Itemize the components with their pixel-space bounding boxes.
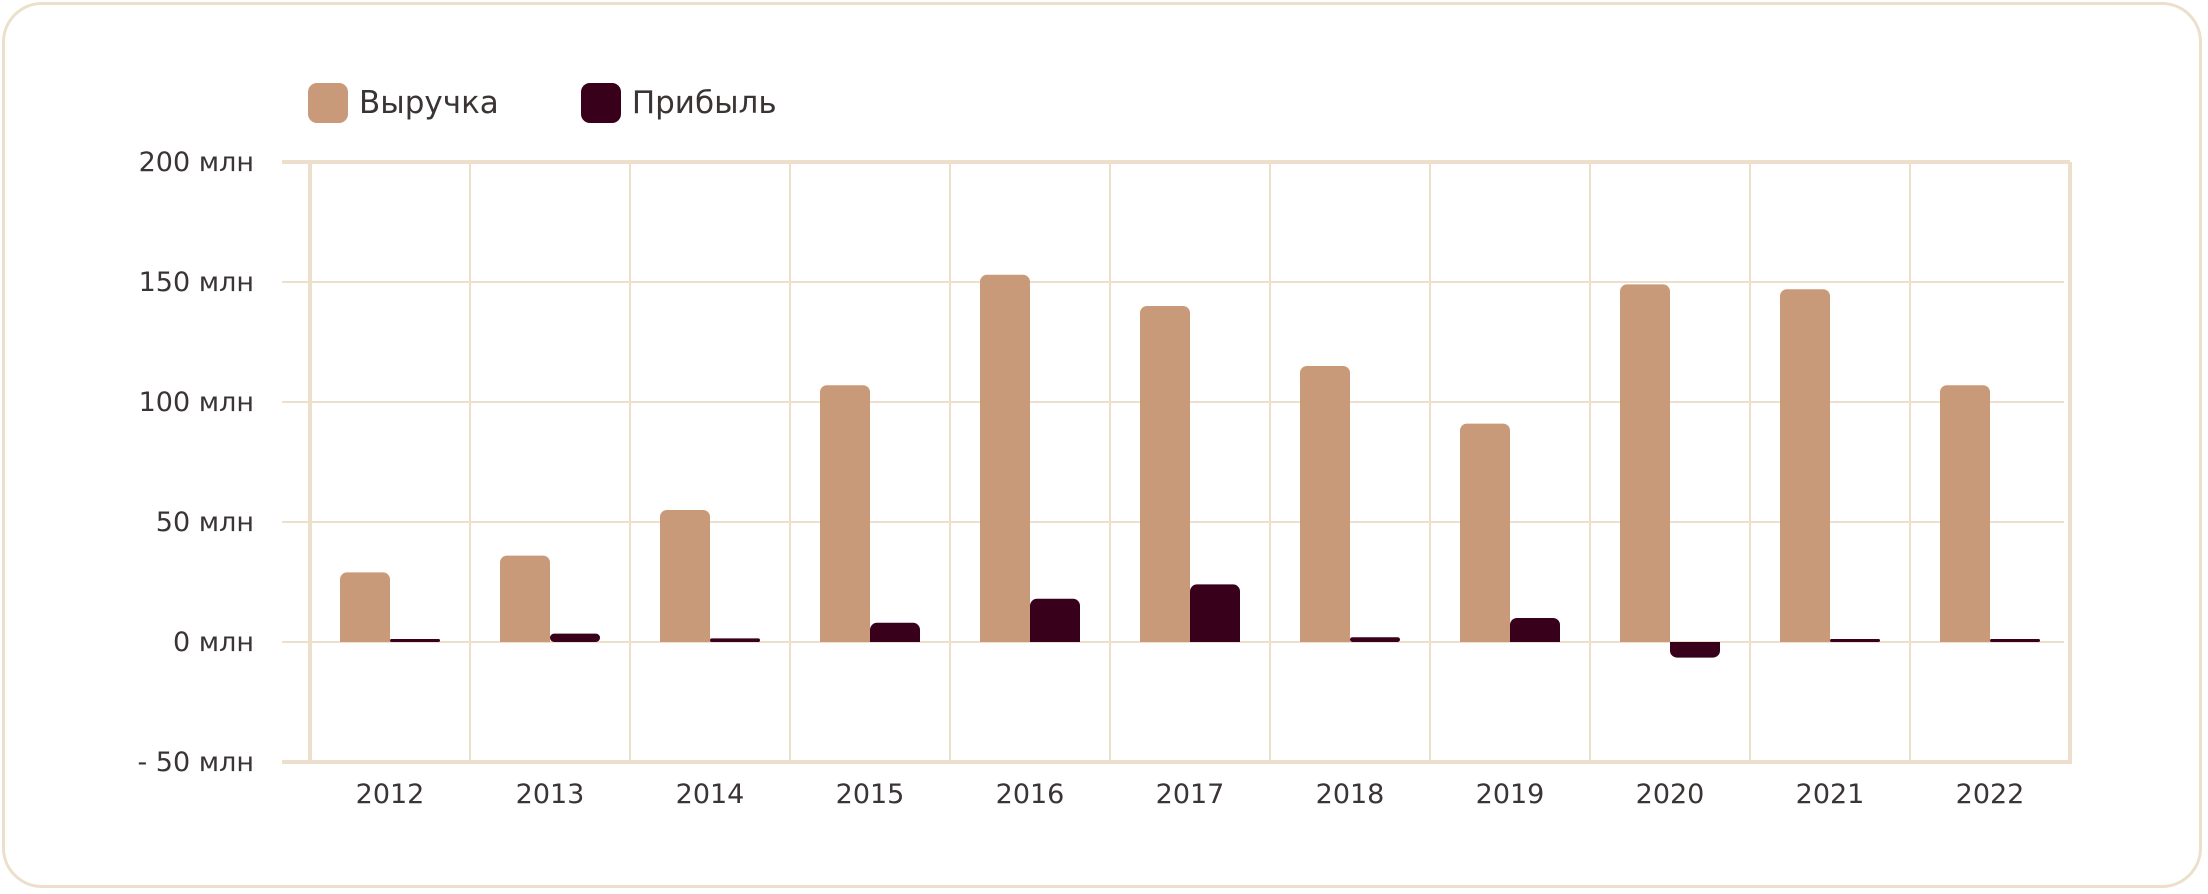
bar-revenue: [1940, 385, 1990, 642]
bar-revenue-base: [980, 635, 1030, 642]
bar-profit: [1350, 637, 1400, 642]
y-tick-label: 100 млн: [139, 387, 254, 418]
x-tick-label: 2018: [1316, 779, 1385, 810]
bar-revenue-base: [1780, 635, 1830, 642]
bar-revenue-base: [1620, 635, 1670, 642]
x-tick-label: 2021: [1796, 779, 1865, 810]
bar-revenue: [1620, 284, 1670, 642]
bar-revenue-base: [660, 635, 710, 642]
x-tick-label: 2013: [516, 779, 585, 810]
bar-revenue: [820, 385, 870, 642]
bar-profit: [1190, 584, 1240, 642]
bar-revenue-base: [820, 635, 870, 642]
x-tick-label: 2016: [996, 779, 1065, 810]
x-tick-label: 2012: [356, 779, 425, 810]
axes: [282, 160, 2072, 764]
bar-profit: [1830, 639, 1880, 642]
bar-revenue-base: [1140, 635, 1190, 642]
x-tick-label: 2014: [676, 779, 745, 810]
y-tick-label: 0 млн: [173, 627, 254, 658]
bar-profit-base: [1190, 635, 1240, 642]
bar-revenue: [980, 274, 1030, 642]
legend: Выручка Прибыль: [308, 82, 859, 124]
bar-profit: [1030, 598, 1080, 642]
legend-label-revenue: Выручка: [359, 85, 499, 121]
bar-profit: [550, 633, 600, 642]
legend-swatch-revenue: [308, 83, 348, 123]
bar-profit-base: [1510, 635, 1560, 642]
x-tick-label: 2015: [836, 779, 905, 810]
x-axis-labels: 2012 2013 2014 2015 2016 2017 2018 2019 2020 2021…: [356, 779, 2025, 810]
bar-revenue: [340, 572, 390, 642]
bar-revenue: [500, 555, 550, 642]
y-tick-label: 50 млн: [156, 507, 254, 538]
bar-profit-base: [870, 635, 920, 642]
bar-revenue-base: [1300, 635, 1350, 642]
bar-profit: [390, 639, 440, 642]
bar-revenue: [660, 510, 710, 642]
x-tick-label: 2017: [1156, 779, 1225, 810]
bar-revenue: [1780, 289, 1830, 642]
x-tick-label: 2020: [1636, 779, 1705, 810]
bar-profit-base: [1030, 635, 1080, 642]
y-tick-label: 200 млн: [139, 147, 254, 178]
legend-item-profit[interactable]: Прибыль: [580, 83, 777, 123]
bar-revenue-base: [1460, 635, 1510, 642]
bar-revenue: [1460, 423, 1510, 642]
bars: [340, 274, 2040, 658]
bar-revenue-base: [340, 635, 390, 642]
bar-profit: [710, 638, 760, 642]
bar-profit-base: [1670, 642, 1720, 649]
legend-label-profit: Прибыль: [631, 85, 777, 121]
bar-revenue-base: [500, 635, 550, 642]
y-axis-labels: 200 млн 150 млн 100 млн 50 млн 0 млн - 50 млн: [137, 147, 254, 778]
y-tick-label: - 50 млн: [137, 747, 254, 778]
x-tick-label: 2022: [1956, 779, 2025, 810]
x-tick-label: 2019: [1476, 779, 1545, 810]
legend-item-revenue[interactable]: Выручка: [308, 83, 499, 123]
bar-revenue: [1300, 366, 1350, 642]
legend-swatch-profit: [580, 83, 621, 123]
bar-profit: [1990, 639, 2040, 642]
bar-revenue: [1140, 306, 1190, 642]
y-tick-label: 150 млн: [139, 267, 254, 298]
bar-revenue-base: [1940, 635, 1990, 642]
